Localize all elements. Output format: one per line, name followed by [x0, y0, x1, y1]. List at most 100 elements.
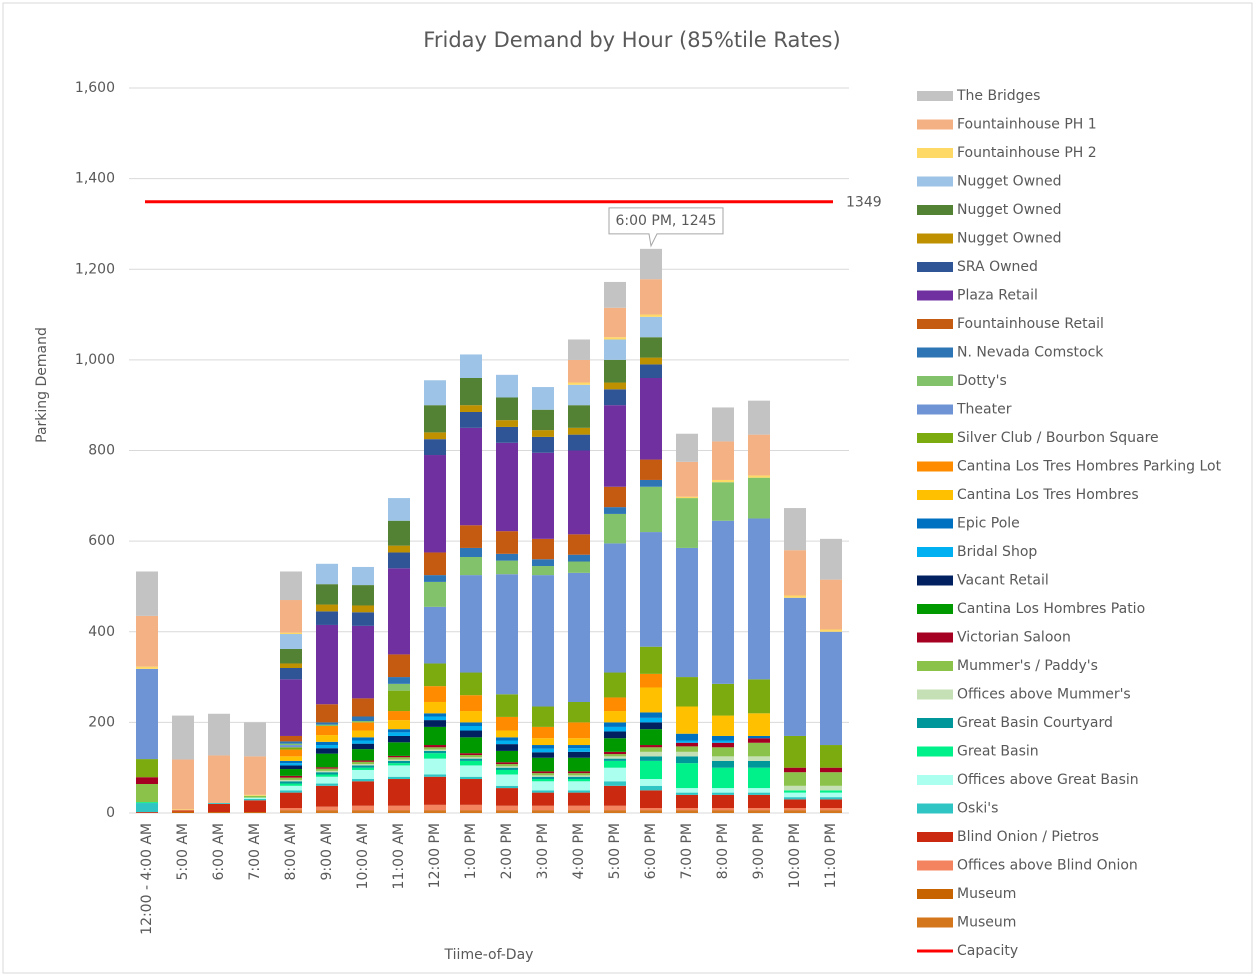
bar-segment	[568, 790, 590, 793]
bar-segment	[280, 756, 302, 761]
bar-segment	[352, 811, 374, 813]
bar-segment	[172, 715, 194, 760]
bar-segment	[496, 560, 518, 575]
bar-segment	[280, 792, 302, 809]
bar-segment	[748, 794, 770, 809]
bar-segment	[640, 316, 662, 338]
bar-segment	[820, 772, 842, 786]
bar-segment	[748, 475, 770, 478]
bar-segment	[460, 672, 482, 696]
bar-segment	[676, 808, 698, 811]
legend-swatch	[917, 575, 953, 586]
bar-segment	[316, 735, 338, 742]
bar-segment	[568, 450, 590, 535]
bar-segment	[424, 686, 446, 702]
bar-segment	[532, 792, 554, 806]
legend-swatch	[917, 917, 953, 928]
bar-segment	[496, 397, 518, 421]
bar-segment	[532, 452, 554, 539]
bar-segment	[280, 779, 302, 782]
bar-segment	[568, 773, 590, 776]
bar-segment	[640, 337, 662, 358]
legend-swatch	[917, 119, 953, 130]
bar-segment	[604, 359, 626, 383]
bar-segment	[748, 434, 770, 476]
bar-segment	[712, 740, 734, 743]
legend-swatch	[917, 233, 953, 244]
bar-segment	[604, 754, 626, 757]
bar-segment	[460, 547, 482, 557]
bar-segment	[568, 757, 590, 772]
bar-segment	[136, 812, 158, 813]
bar-segment	[748, 735, 770, 739]
bar-segment	[604, 785, 626, 806]
bar-segment	[712, 760, 734, 768]
bar-segment	[136, 615, 158, 667]
bar-segment	[568, 405, 590, 428]
bar-segment	[712, 735, 734, 741]
bar-segment	[244, 756, 266, 795]
bar-segment	[604, 738, 626, 752]
bar-segment	[424, 432, 446, 440]
bar-segment	[568, 779, 590, 782]
bar-segment	[352, 810, 374, 812]
bar-segment	[604, 731, 626, 739]
bar-segment	[316, 604, 338, 612]
bar-segment	[460, 755, 482, 758]
bar-segment	[532, 811, 554, 813]
legend-swatch	[917, 718, 953, 728]
bar-segment	[568, 561, 590, 573]
bar-segment	[748, 767, 770, 789]
bar-segment	[676, 792, 698, 795]
bar-segment	[640, 729, 662, 746]
bar-segment	[388, 720, 410, 730]
bar-segment	[424, 749, 446, 751]
bar-segment	[676, 794, 698, 809]
bar-segment	[820, 538, 842, 580]
bar-segment	[532, 387, 554, 410]
bar-segment	[352, 740, 374, 744]
legend-label: The Bridges	[956, 88, 1040, 104]
y-tick-label: 200	[88, 714, 115, 730]
capacity-label: 1349	[846, 195, 882, 211]
bar-segment	[424, 776, 446, 805]
bar-segment	[424, 606, 446, 664]
bar-segment	[424, 745, 446, 748]
legend-label: Cantina Los Tres Hombres	[957, 487, 1139, 503]
bar-segment	[172, 811, 194, 813]
bar-segment	[388, 729, 410, 733]
bar-segment	[424, 575, 446, 582]
x-tick-label: 5:00 AM	[175, 823, 191, 881]
bar-segment	[820, 579, 842, 630]
bar-segment	[352, 743, 374, 750]
bar-segment	[784, 810, 806, 812]
bar-segment	[532, 726, 554, 739]
legend-label: Bridal Shop	[957, 544, 1037, 560]
x-tick-label: 5:00 PM	[607, 823, 623, 879]
bar-segment	[172, 759, 194, 810]
bar-segment	[712, 808, 734, 811]
bar-segment	[496, 744, 518, 751]
bar-segment	[604, 486, 626, 508]
x-tick-label: 7:00 PM	[679, 823, 695, 879]
bar-segment	[568, 572, 590, 702]
legend-label: N. Nevada Comstock	[957, 345, 1104, 361]
bar-segment	[712, 742, 734, 748]
legend-swatch	[917, 148, 953, 158]
bar-segment	[352, 779, 374, 782]
bar-segment	[352, 625, 374, 699]
bar-segment	[280, 663, 302, 668]
bar-segment	[136, 571, 158, 616]
bar-segment	[280, 775, 302, 778]
bar-segment	[316, 811, 338, 813]
legend-swatch	[917, 518, 953, 529]
x-tick-label: 11:00 AM	[391, 823, 407, 889]
x-tick-label: 8:00 PM	[715, 823, 731, 879]
bar-segment	[388, 732, 410, 736]
bar-segment	[424, 804, 446, 811]
legend-label: Cantina Los Hombres Patio	[957, 601, 1145, 617]
bar-segment	[244, 722, 266, 757]
bar-segment	[280, 790, 302, 793]
bar-segment	[676, 763, 698, 789]
bar-segment	[316, 810, 338, 812]
